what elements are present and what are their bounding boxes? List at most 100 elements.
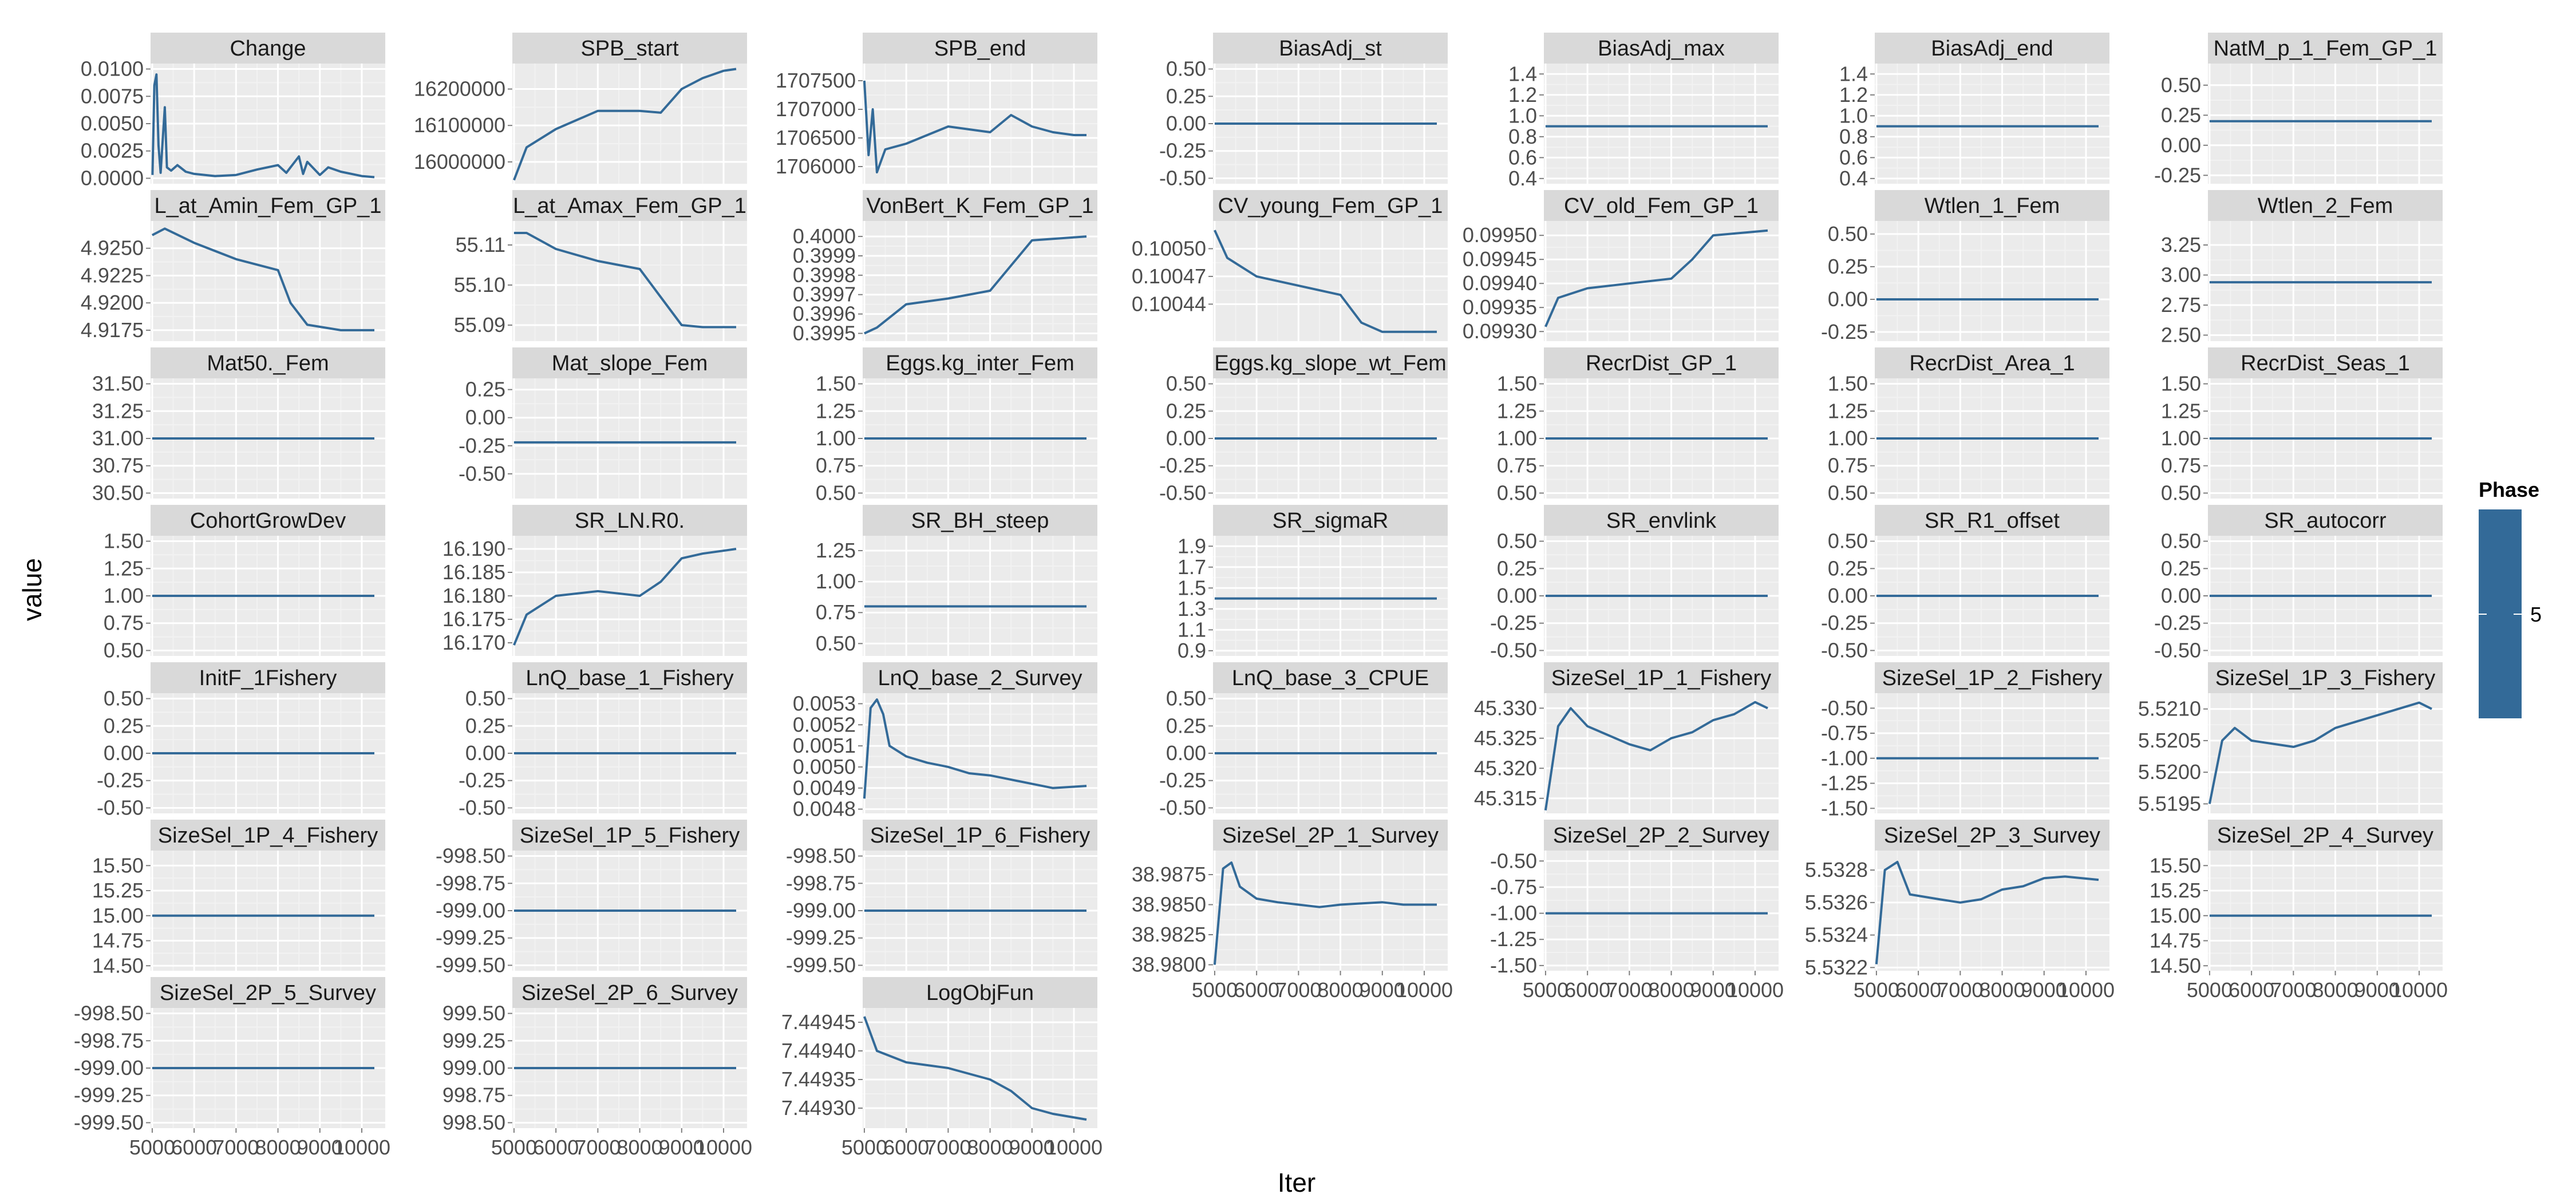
y-tick-label: -0.25 [1159, 454, 1206, 477]
legend: Phase 5 [2479, 478, 2542, 718]
facet-title: SizeSel_1P_6_Fishery [870, 824, 1090, 848]
y-tick-label: 0.25 [2161, 556, 2201, 580]
y-tick-label: 15.25 [2150, 879, 2201, 902]
y-tick-label: 16100000 [414, 113, 505, 137]
y-tick-label: -0.50 [2154, 638, 2201, 662]
x-tick-label: 5000 [2187, 978, 2233, 1002]
y-tick-label: -998.75 [436, 871, 505, 895]
y-tick-label: 0.50 [1497, 481, 1537, 504]
y-tick-label: -0.25 [459, 434, 505, 457]
y-tick-label: 55.09 [454, 313, 505, 337]
y-tick-label: -0.25 [1821, 611, 1868, 635]
facet-strip [863, 190, 1097, 221]
facet-title: SR_R1_offset [1925, 509, 2060, 533]
facet-title: SizeSel_1P_2_Fishery [1882, 666, 2102, 690]
y-tick-label: 0.50 [1497, 529, 1537, 553]
x-tick-label: 10000 [2391, 978, 2448, 1002]
x-tick-label: 9000 [659, 1136, 705, 1159]
y-tick-label: 0.50 [1828, 529, 1868, 553]
facet-title: SR_sigmaR [1273, 509, 1389, 533]
y-tick-label: -0.50 [459, 462, 505, 485]
facet-title: RecrDist_GP_1 [1586, 351, 1737, 375]
plot-area [151, 851, 385, 971]
y-tick-label: 5.5195 [2138, 792, 2201, 815]
plot-area [1875, 693, 2109, 813]
y-tick-label: -1.25 [1821, 772, 1868, 795]
y-tick-label: 0.0100 [81, 57, 144, 81]
facet-strip [2208, 33, 2443, 64]
y-tick-label: 1.4 [1508, 62, 1537, 85]
y-tick-label: 0.09940 [1463, 271, 1537, 295]
y-tick-label: 0.50 [104, 638, 144, 662]
facet-title: BiasAdj_end [1931, 37, 2053, 61]
y-tick-label: 15.00 [92, 904, 144, 927]
y-tick-label: 0.4 [1839, 167, 1868, 190]
y-tick-label: 1.9 [1178, 534, 1206, 557]
y-tick-label: 0.50 [2161, 73, 2201, 97]
y-tick-label: 0.50 [1828, 222, 1868, 246]
x-tick-label: 10000 [1726, 978, 1784, 1002]
y-tick-label: -0.25 [1821, 320, 1868, 343]
facet-title: CV_young_Fem_GP_1 [1218, 194, 1443, 218]
y-tick-label: 0.25 [465, 714, 505, 737]
plot-area [2208, 851, 2443, 971]
y-tick-label: 16.180 [442, 584, 505, 607]
facet-strip [863, 820, 1097, 851]
facet-panel: Eggs.kg_inter_Fem 0.50 0.75 1.00 1.25 1.50 [816, 347, 1097, 504]
y-tick-label: 0.50 [816, 631, 856, 655]
facet-panel: BiasAdj_st -0.50 -0.25 0.00 0.25 0.50 [1159, 33, 1448, 189]
facet-strip [1544, 662, 1779, 693]
y-tick-label: 0.09950 [1463, 223, 1537, 247]
y-tick-label: 0.25 [1828, 255, 1868, 278]
facet-strip [1213, 505, 1448, 536]
facet-strip [1544, 347, 1779, 378]
x-tick-label: 5000 [491, 1136, 537, 1159]
y-tick-label: 1.25 [104, 556, 144, 580]
facet-panel: SizeSel_1P_4_Fishery 14.5014.7515.0015.25… [92, 820, 385, 977]
y-tick-label: 5.5200 [2138, 760, 2201, 784]
y-tick-label: 1.25 [1828, 399, 1868, 422]
facet-strip [151, 662, 385, 693]
y-tick-label: 0.10050 [1132, 236, 1206, 260]
facet-title: BiasAdj_max [1598, 37, 1725, 61]
facet-panel: SR_R1_offset -0.50 -0.25 0.00 0.25 0.50 [1821, 505, 2109, 662]
facet-strip [1213, 33, 1448, 64]
y-tick-label: 1.00 [104, 584, 144, 607]
facet-strip [863, 505, 1097, 536]
y-tick-label: 7.44945 [781, 1010, 856, 1034]
plot-area [512, 221, 747, 341]
y-tick-label: 0.25 [1166, 714, 1206, 737]
y-tick-label: -1.25 [1490, 927, 1537, 951]
facet-strip [151, 977, 385, 1008]
y-tick-label: 0.50 [2161, 529, 2201, 553]
x-tick-label: 9000 [1009, 1136, 1055, 1159]
y-tick-label: 7.44930 [781, 1096, 856, 1120]
y-tick-label: 16000000 [414, 150, 505, 173]
facet-title: LogObjFun [926, 981, 1034, 1005]
facet-title: VonBert_K_Fem_GP_1 [866, 194, 1093, 218]
facet-panel: SPB_end 1706000 1706500 1707000 1707500 [776, 33, 1097, 184]
facet-title: Change [230, 37, 306, 61]
x-tick-label: 5000 [841, 1136, 887, 1159]
x-tick-label: 9000 [2021, 978, 2067, 1002]
y-tick-label: 15.25 [92, 879, 144, 902]
facet-title: SizeSel_1P_4_Fishery [158, 824, 378, 848]
series-line [513, 68, 737, 181]
facet-title: RecrDist_Area_1 [1909, 351, 2075, 375]
y-tick-label: 14.50 [92, 954, 144, 977]
facet-strip [2208, 347, 2443, 378]
facet-strip [1875, 820, 2109, 851]
y-tick-label: -999.25 [786, 926, 856, 950]
facet-panel: LogObjFun 7.44930 7.44935 7.44940 7.44945 500… [781, 977, 1103, 1159]
facet-title: Mat_slope_Fem [552, 351, 708, 375]
y-tick-label: -0.75 [1821, 721, 1868, 745]
facet-panel: SizeSel_1P_2_Fishery -1.50-1.25-1.00-0.75… [1821, 662, 2109, 820]
y-tick-label: 0.3999 [793, 244, 856, 267]
facet-title: SizeSel_2P_3_Survey [1884, 824, 2100, 848]
y-tick-label: -1.00 [1821, 746, 1868, 770]
y-tick-label: 999.00 [442, 1056, 505, 1080]
facet-strip [512, 190, 747, 221]
y-tick-label: 38.9850 [1132, 893, 1206, 916]
y-tick-label: 998.75 [442, 1084, 505, 1107]
facet-panel: SR_autocorr -0.50 -0.25 0.00 0.25 0.50 [2154, 505, 2443, 662]
